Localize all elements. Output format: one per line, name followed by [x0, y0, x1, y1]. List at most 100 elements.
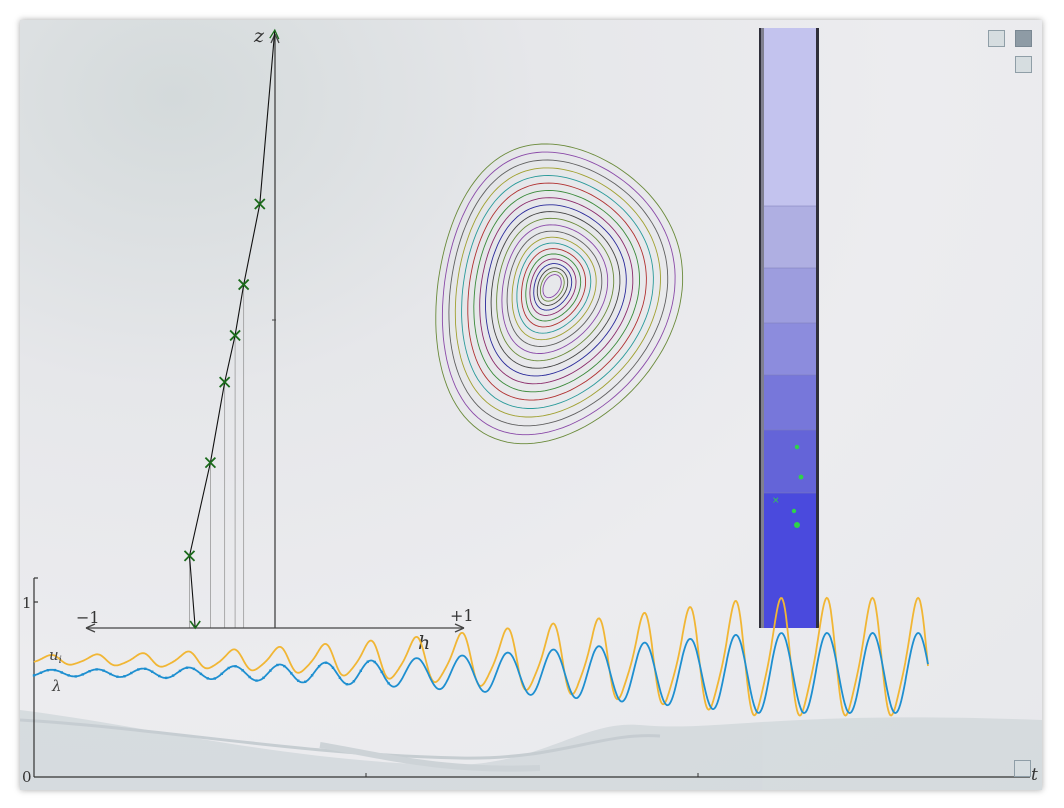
- lambda-point: [373, 660, 376, 664]
- contour-line: [496, 217, 615, 362]
- profile-marker: [254, 198, 266, 210]
- contour-line: [441, 151, 676, 436]
- lambda-point: [123, 675, 126, 678]
- lambda-point: [151, 670, 154, 673]
- contour-line: [529, 258, 577, 316]
- contour-line: [533, 263, 573, 311]
- column-frame-highlight: [761, 28, 764, 628]
- lambda-point: [317, 665, 321, 668]
- lambda-point: [67, 674, 70, 677]
- contour-line: [539, 271, 565, 302]
- contour-line: [454, 167, 661, 418]
- lambda-point: [248, 675, 251, 679]
- contour-line: [525, 253, 582, 322]
- particle: [794, 522, 800, 528]
- contour-line: [435, 143, 684, 445]
- u-label: ui: [49, 646, 62, 666]
- lambda-point: [130, 671, 133, 675]
- column-band: [764, 28, 816, 206]
- contour-line: [520, 248, 587, 328]
- lambda-point: [227, 666, 230, 670]
- u-series-line: [33, 596, 929, 717]
- z-axis-label: z: [253, 25, 265, 47]
- profile-marker: [183, 550, 196, 562]
- lambda-point: [345, 683, 349, 686]
- toggle-button-bottom-right[interactable]: [1014, 760, 1031, 777]
- lambda-point: [297, 679, 300, 682]
- column-band: [764, 493, 816, 628]
- lambda-point: [32, 674, 36, 677]
- contour-line: [490, 211, 621, 369]
- lambda-point: [185, 666, 189, 669]
- timeseries-plot: 1 0 ui λ t: [22, 577, 1038, 786]
- toggle-button-top-left[interactable]: [988, 30, 1005, 47]
- lambda-point: [352, 680, 356, 683]
- lambda-point: [88, 670, 91, 673]
- profile-diagram: z h −1 +1: [76, 25, 474, 654]
- contour-plot: [435, 143, 684, 445]
- particle-cross: ×: [772, 496, 780, 506]
- lambda-point: [290, 672, 293, 675]
- lambda-point: [39, 671, 43, 674]
- column-particles: ×: [772, 444, 804, 528]
- background-splash: [20, 710, 1042, 790]
- h-axis-left-arrow: [85, 623, 96, 633]
- h-axis-label: h: [418, 632, 430, 654]
- lambda-point: [192, 667, 196, 671]
- toggle-button-top-right[interactable]: [1015, 30, 1032, 47]
- lambda-point: [213, 677, 216, 680]
- contour-line: [485, 204, 627, 377]
- lambda-point: [116, 675, 119, 678]
- lambda-point: [310, 674, 314, 677]
- lambda-point: [164, 676, 168, 680]
- contour-line: [511, 236, 597, 341]
- lambda-series-line: [33, 632, 929, 714]
- lambda-point: [178, 669, 182, 673]
- column-band: [764, 430, 816, 493]
- h-minus-label: −1: [76, 608, 100, 627]
- contour-line: [516, 242, 592, 334]
- lambda-point: [53, 668, 57, 672]
- profile-curve: [188, 30, 276, 629]
- lambda-point: [102, 669, 105, 672]
- lambda-point: [46, 669, 50, 672]
- lambda-point: [359, 669, 362, 672]
- lambda-point: [137, 668, 140, 671]
- profile-marker: [229, 329, 241, 342]
- lambda-point: [338, 676, 342, 679]
- lambda-point: [262, 676, 265, 679]
- lambda-point: [171, 674, 175, 677]
- lambda-point: [276, 663, 279, 667]
- profile-top-arrow: [269, 28, 280, 40]
- lambda-point: [241, 669, 244, 672]
- contour-line: [473, 190, 640, 393]
- lambda-point: [269, 669, 272, 672]
- lambda-point: [387, 682, 390, 685]
- lambda-point: [234, 665, 237, 668]
- lambda-point: [331, 666, 335, 669]
- particle: [794, 444, 800, 450]
- contour-line: [542, 274, 562, 299]
- lambda-point: [220, 672, 223, 675]
- lambda-label: λ: [51, 677, 62, 695]
- contour-line: [461, 175, 654, 409]
- profile-end-marker: [189, 620, 201, 630]
- lambda-point: [95, 668, 98, 671]
- particle: [798, 474, 804, 480]
- toggle-button-second-row[interactable]: [1015, 56, 1032, 73]
- contour-line: [501, 224, 609, 354]
- density-column: ×: [759, 28, 819, 628]
- profile-marker: [238, 278, 250, 291]
- visualization-frame: z h −1 +1 ×: [20, 20, 1042, 790]
- contour-line: [467, 182, 647, 401]
- contour-line: [536, 267, 569, 306]
- profile-marker: [219, 376, 231, 388]
- contour-line: [506, 230, 603, 347]
- y-tick-label-0: 0: [22, 768, 32, 786]
- lambda-point: [74, 675, 77, 678]
- lambda-series-points: [32, 660, 390, 686]
- particle: [791, 508, 797, 514]
- profile-markers: [183, 198, 266, 630]
- contour-line: [479, 197, 634, 385]
- lambda-point: [366, 660, 369, 663]
